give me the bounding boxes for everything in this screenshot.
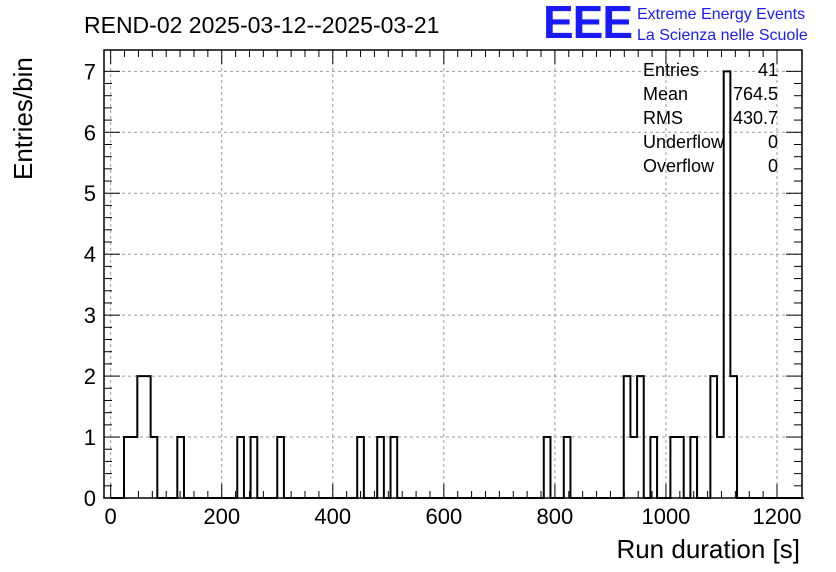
stat-label: Mean bbox=[643, 84, 688, 104]
stat-label: RMS bbox=[643, 108, 683, 128]
eee-logo: EEE Extreme Energy Events La Scienza nel… bbox=[543, 0, 808, 48]
y-tick-labels: 0 1 2 3 4 5 6 7 bbox=[84, 59, 96, 511]
x-tick-label: 600 bbox=[425, 504, 462, 529]
x-tick-labels: 0 200 400 600 800 1000 1200 bbox=[105, 504, 802, 529]
stat-value: 41 bbox=[758, 60, 778, 80]
y-tick-label: 6 bbox=[84, 120, 96, 145]
stat-label: Entries bbox=[643, 60, 699, 80]
logo-mark: EEE bbox=[543, 0, 632, 48]
grid-lines bbox=[104, 50, 802, 498]
y-tick-label: 5 bbox=[84, 181, 96, 206]
stat-label: Underflow bbox=[643, 132, 725, 152]
y-tick-label: 3 bbox=[84, 303, 96, 328]
y-tick-label: 2 bbox=[84, 364, 96, 389]
x-axis-label: Run duration [s] bbox=[616, 534, 800, 564]
axis-ticks bbox=[104, 50, 802, 499]
stat-value: 430.7 bbox=[733, 108, 778, 128]
plot-frame bbox=[103, 49, 803, 499]
stats-box: Entries 41 Mean 764.5 RMS 430.7 Underflow 0 Over… bbox=[643, 60, 778, 176]
stat-value: 764.5 bbox=[733, 84, 778, 104]
logo-line-1: Extreme Energy Events bbox=[637, 6, 805, 23]
stat-value: 0 bbox=[768, 132, 778, 152]
x-tick-label: 1200 bbox=[753, 504, 802, 529]
logo-line-2: La Scienza nelle Scuole bbox=[637, 27, 808, 44]
x-tick-label: 400 bbox=[314, 504, 351, 529]
stat-value: 0 bbox=[768, 156, 778, 176]
y-axis-label: Entries/bin bbox=[8, 57, 38, 180]
chart-title: REND-02 2025-03-12--2025-03-21 bbox=[84, 12, 439, 38]
x-tick-label: 1000 bbox=[641, 504, 690, 529]
y-tick-label: 0 bbox=[84, 486, 96, 511]
y-tick-label: 7 bbox=[84, 59, 96, 84]
y-tick-label: 4 bbox=[84, 242, 96, 267]
x-tick-label: 800 bbox=[537, 504, 574, 529]
y-tick-label: 1 bbox=[84, 425, 96, 450]
x-tick-label: 200 bbox=[203, 504, 240, 529]
stat-label: Overflow bbox=[643, 156, 715, 176]
x-tick-label: 0 bbox=[105, 504, 117, 529]
